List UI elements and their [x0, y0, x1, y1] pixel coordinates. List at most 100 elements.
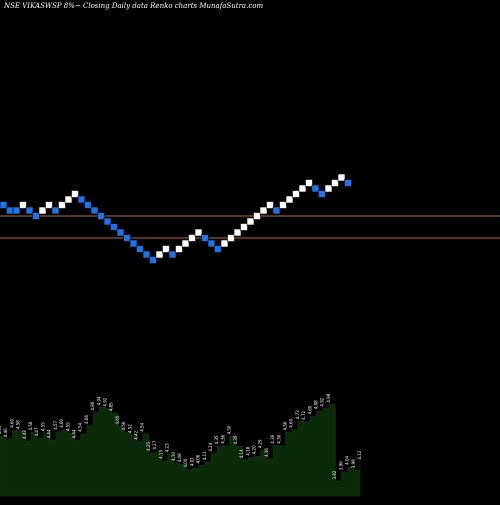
- volume-label: 4.36: [276, 434, 281, 443]
- volume-label: 4.56: [283, 421, 288, 430]
- volume-label: 4.35: [233, 435, 238, 444]
- volume-label: 4.92: [103, 397, 108, 406]
- volume-label: 4.54: [78, 422, 83, 431]
- volume-label: 4.54: [140, 422, 145, 431]
- renko-brick-down: [149, 256, 157, 264]
- volume-label: 4.08: [177, 453, 182, 462]
- renko-brick-down: [51, 206, 60, 215]
- renko-brick-down: [84, 201, 92, 209]
- volume-label: 4.04: [345, 456, 350, 465]
- volume-area: [0, 404, 361, 497]
- renko-brick-up: [266, 201, 274, 209]
- volume-label: 4.60: [9, 418, 14, 427]
- volume-label: 4.50: [227, 425, 232, 434]
- renko-brick-up: [292, 190, 300, 198]
- volume-label: 4.60: [289, 418, 294, 427]
- renko-brick-down: [97, 212, 105, 220]
- renko-brick-down: [110, 223, 118, 231]
- volume-label: 4.20: [251, 445, 256, 454]
- volume-label: 4.43: [22, 430, 27, 439]
- volume-label: 4.16: [264, 448, 269, 457]
- volume-label: 4.80: [307, 405, 312, 414]
- renko-brick-up: [259, 206, 268, 215]
- renko-brick-up: [19, 201, 27, 209]
- renko-brick-up: [253, 212, 261, 220]
- renko-brick-up: [331, 179, 339, 187]
- volume-label: 4.36: [220, 434, 225, 443]
- renko-brick-down: [116, 228, 125, 237]
- volume-label: 3.99: [351, 459, 356, 468]
- volume-label: 4.55: [65, 422, 70, 431]
- renko-brick-up: [162, 245, 170, 253]
- renko-brick-up: [175, 245, 183, 253]
- renko-brick-down: [77, 195, 86, 204]
- renko-brick-down: [318, 190, 326, 198]
- renko-brick-up: [45, 201, 53, 209]
- volume-label: 4.86: [90, 401, 95, 410]
- renko-brick-up: [305, 179, 313, 187]
- renko-brick-up: [194, 228, 203, 237]
- volume-label: 4.98: [326, 393, 331, 402]
- renko-brick-down: [129, 239, 138, 248]
- volume-label: 4.60: [59, 418, 64, 427]
- volume-label: 4.56: [121, 421, 126, 430]
- volume-label: 4.56: [28, 421, 33, 430]
- renko-brick-up: [246, 217, 255, 226]
- volume-label: 4.44: [47, 429, 52, 438]
- renko-brick-up: [188, 234, 196, 242]
- volume-label: 4.72: [301, 410, 306, 419]
- renko-brick-up: [64, 195, 73, 204]
- renko-brick-down: [123, 234, 131, 242]
- volume-label: 4.44: [71, 429, 76, 438]
- volume-label: 4.10: [171, 452, 176, 461]
- renko-brick-down: [136, 245, 144, 253]
- volume-label: 4.06: [196, 454, 201, 463]
- renko-brick-down: [32, 212, 40, 220]
- renko-brick-down: [0, 201, 8, 209]
- renko-brick-up: [279, 201, 287, 209]
- renko-brick-up: [324, 184, 333, 193]
- renko-brick-down: [25, 206, 34, 215]
- renko-brick-up: [71, 190, 79, 198]
- volume-label: 4.02: [189, 457, 194, 466]
- volume-label: 4.50: [0, 425, 2, 434]
- volume-label: 4.94: [96, 396, 101, 405]
- volume-label: 4.13: [158, 450, 163, 459]
- volume-label: 4.66: [84, 414, 89, 423]
- renko-brick-up: [155, 250, 164, 259]
- volume-label: 4.92: [320, 397, 325, 406]
- volume-label: 4.23: [165, 443, 170, 452]
- renko-brick-up: [181, 239, 190, 248]
- renko-brick-down: [207, 239, 216, 248]
- volume-label: 4.46: [3, 428, 8, 437]
- renko-brick-up: [58, 201, 66, 209]
- volume-label: 3.82: [332, 470, 337, 479]
- renko-brick-up: [298, 184, 307, 193]
- renko-brick-down: [201, 234, 209, 242]
- volume-label: 4.65: [115, 415, 120, 424]
- volume-label: 4.14: [239, 449, 244, 458]
- volume-label: 4.12: [357, 450, 362, 459]
- volume-label: 4.42: [134, 430, 139, 439]
- volume-label: 4.55: [40, 422, 45, 431]
- volume-label: 4.18: [245, 446, 250, 455]
- renko-brick-up: [240, 223, 248, 231]
- volume-label: 4.57: [53, 420, 58, 429]
- renko-brick-up: [233, 228, 242, 237]
- volume-label: 4.88: [314, 400, 319, 409]
- renko-brick-up: [220, 239, 229, 248]
- volume-label: 4.24: [208, 442, 213, 451]
- chart-header: NSE VIKASWSP 8%~ Closing Daily data Renk…: [4, 2, 264, 10]
- renko-brick-down: [90, 206, 99, 215]
- volume-label: 3.96: [338, 461, 343, 470]
- volume-label: 4.00: [183, 458, 188, 467]
- volume-label: 4.29: [258, 439, 263, 448]
- renko-brick-down: [272, 206, 281, 215]
- volume-label: 4.36: [270, 434, 275, 443]
- renko-brick-down: [6, 206, 14, 215]
- renko-brick-up: [38, 206, 47, 215]
- volume-label: 4.27: [152, 440, 157, 449]
- renko-brick-down: [142, 250, 151, 259]
